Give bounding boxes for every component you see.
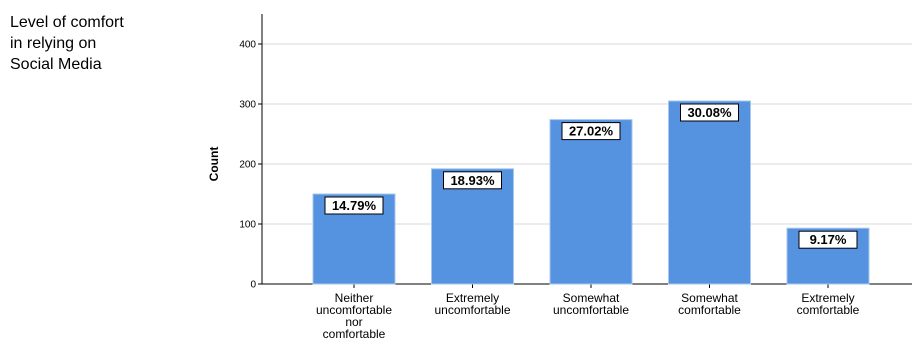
x-tick-label: Somewhat comfortable bbox=[678, 291, 741, 317]
x-tick-label-line: nor bbox=[345, 315, 362, 329]
data-label: 18.93% bbox=[450, 173, 495, 188]
y-tick-label: 400 bbox=[239, 40, 256, 51]
x-tick-label-line: comfortable bbox=[797, 303, 860, 317]
x-tick-label-line: uncomfortable bbox=[316, 303, 392, 317]
x-tick-label: Neither uncomfortable nor comfortable bbox=[316, 291, 392, 341]
x-tick-label: Extremely uncomfortable bbox=[434, 291, 510, 317]
data-label: 14.79% bbox=[332, 198, 377, 213]
x-tick-label-line: Neither bbox=[335, 291, 374, 305]
data-label: 27.02% bbox=[569, 124, 614, 139]
x-tick-label: Somewhat uncomfortable bbox=[553, 291, 629, 317]
x-tick-label-line: Extremely bbox=[446, 291, 499, 305]
data-label-box bbox=[443, 171, 502, 190]
chart-title-line: in relying on bbox=[10, 35, 97, 52]
category-labels: Neither uncomfortable nor comfortableExtrem… bbox=[316, 291, 860, 341]
data-label-box bbox=[680, 103, 739, 122]
y-tick-label: 0 bbox=[250, 280, 256, 291]
data-label: 9.17% bbox=[810, 232, 847, 247]
chart-title-line: Social Media bbox=[10, 56, 102, 73]
chart-title: Level of comfort in relying on Social Me… bbox=[10, 12, 190, 75]
chart-title-line: Level of comfort bbox=[10, 14, 124, 31]
data-label-box bbox=[798, 230, 858, 249]
x-tick-label-line: Extremely bbox=[801, 291, 854, 305]
data-label: 30.08% bbox=[687, 105, 732, 120]
x-tick-label-line: Somewhat bbox=[681, 291, 738, 305]
y-tick-label: 200 bbox=[239, 160, 256, 171]
y-tick-label: 100 bbox=[239, 220, 256, 231]
data-label-box bbox=[324, 196, 384, 215]
y-axis-title: Count bbox=[207, 147, 221, 182]
data-label-box bbox=[561, 122, 621, 141]
y-tick-label: 300 bbox=[239, 100, 256, 111]
bar bbox=[549, 119, 633, 285]
x-tick-label-line: comfortable bbox=[678, 303, 741, 317]
x-tick-label-line: uncomfortable bbox=[553, 303, 629, 317]
x-tick-label-line: comfortable bbox=[323, 327, 386, 341]
x-tick-label-line: uncomfortable bbox=[434, 303, 510, 317]
bar bbox=[668, 100, 751, 285]
x-tick-label-line: Somewhat bbox=[563, 291, 620, 305]
x-tick-label: Extremely comfortable bbox=[797, 291, 860, 317]
data-labels: 14.79% 18.93% 27.02% 30.08% 9.17% bbox=[324, 103, 858, 249]
